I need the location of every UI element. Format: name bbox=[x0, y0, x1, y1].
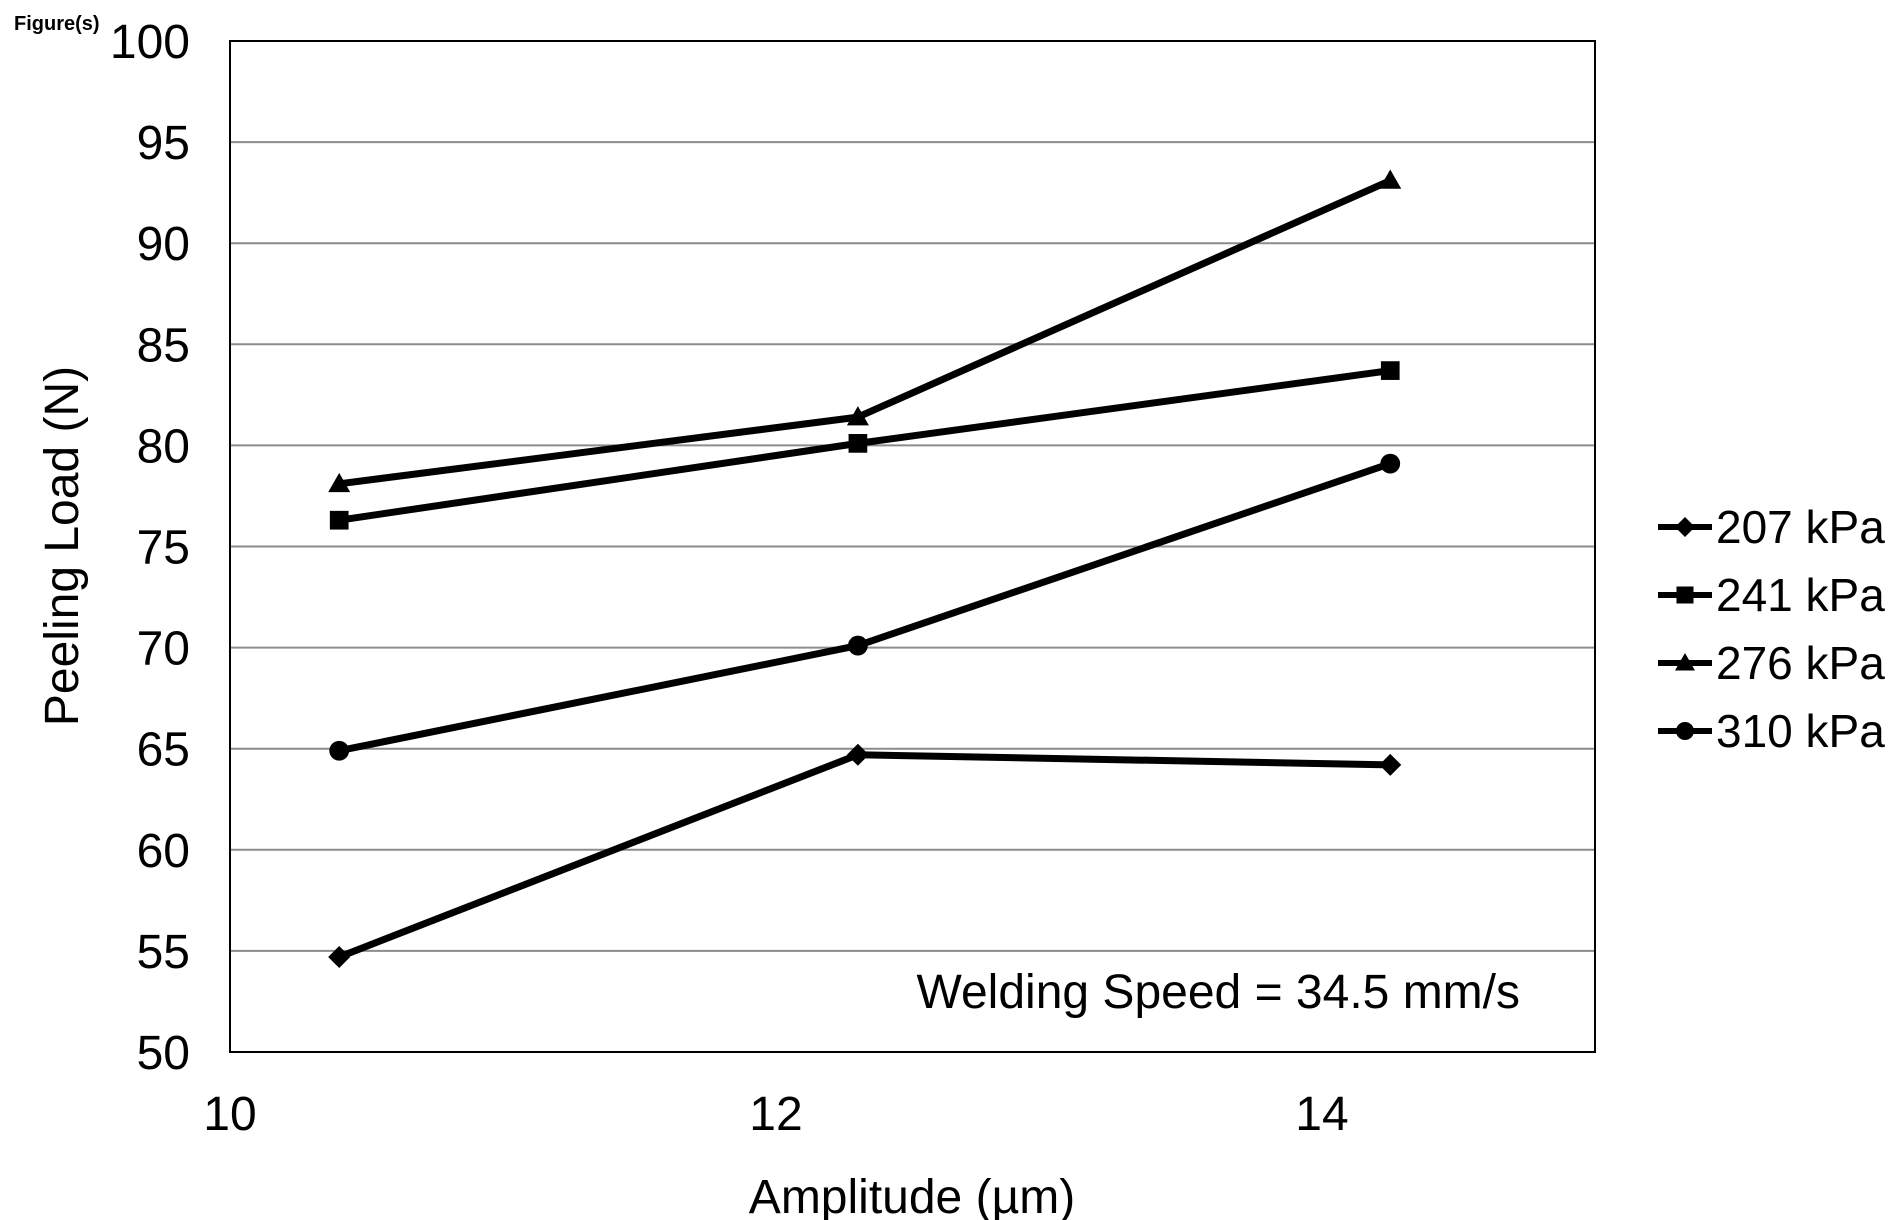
legend-label: 207 kPa bbox=[1716, 501, 1885, 553]
legend-item: 310 kPa bbox=[1658, 705, 1885, 757]
y-tick-label: 70 bbox=[137, 623, 190, 676]
series-1 bbox=[329, 361, 1400, 530]
data-point-diamond bbox=[328, 945, 351, 968]
y-tick-label: 60 bbox=[137, 825, 190, 878]
y-tick-label: 50 bbox=[137, 1027, 190, 1080]
legend-marker-diamond bbox=[1675, 517, 1695, 537]
y-tick-label: 90 bbox=[137, 218, 190, 271]
legend-label: 241 kPa bbox=[1716, 569, 1885, 621]
legend-item: 276 kPa bbox=[1658, 637, 1885, 689]
data-point-triangle bbox=[1379, 169, 1402, 189]
legend-label: 310 kPa bbox=[1716, 705, 1885, 757]
legend-marker-triangle bbox=[1675, 653, 1695, 671]
legend-item: 207 kPa bbox=[1658, 501, 1885, 553]
plot-area-frame bbox=[229, 40, 1596, 1053]
data-point-triangle bbox=[846, 406, 869, 426]
data-point-diamond bbox=[846, 743, 869, 766]
y-tick-label: 65 bbox=[137, 724, 190, 777]
data-point-circle bbox=[848, 635, 868, 656]
y-axis-title: Peeling Load (N) bbox=[36, 366, 89, 726]
legend-label: 276 kPa bbox=[1716, 637, 1885, 689]
y-tick-label: 75 bbox=[137, 522, 190, 575]
series-layer bbox=[328, 169, 1402, 968]
data-point-circle bbox=[1380, 453, 1401, 474]
data-point-square bbox=[329, 510, 349, 530]
y-tick-label: 95 bbox=[137, 117, 190, 170]
legend-marker-square bbox=[1676, 586, 1694, 604]
y-tick-label: 100 bbox=[110, 16, 190, 69]
x-tick-label: 12 bbox=[749, 1088, 802, 1141]
x-tick-label: 10 bbox=[203, 1088, 256, 1141]
y-tick-label: 80 bbox=[137, 420, 190, 473]
data-point-diamond bbox=[1379, 753, 1402, 776]
figure-corner-label: Figure(s) bbox=[14, 13, 100, 35]
y-axis-tick-labels: 50 55 60 65 70 75 80 85 90 95 100 bbox=[110, 16, 190, 1080]
series-3 bbox=[329, 453, 1401, 761]
data-point-square bbox=[848, 434, 868, 453]
y-tick-label: 55 bbox=[137, 926, 190, 979]
data-point-circle bbox=[329, 740, 350, 761]
data-point-square bbox=[1380, 361, 1400, 380]
welding-speed-annotation: Welding Speed = 34.5 mm/s bbox=[917, 966, 1520, 1019]
x-axis-title: Amplitude (µm) bbox=[749, 1171, 1075, 1220]
gridlines bbox=[230, 141, 1595, 952]
legend: 207 kPa 241 kPa 276 kPa 310 kPa bbox=[1658, 501, 1885, 757]
legend-marker-circle bbox=[1676, 722, 1694, 740]
x-axis-tick-labels: 10 12 14 bbox=[203, 1088, 1348, 1141]
legend-item: 241 kPa bbox=[1658, 569, 1885, 621]
data-point-triangle bbox=[328, 472, 351, 493]
series-2 bbox=[328, 169, 1402, 493]
y-tick-label: 85 bbox=[137, 319, 190, 372]
series-0 bbox=[328, 743, 1402, 968]
x-tick-label: 14 bbox=[1295, 1088, 1348, 1141]
